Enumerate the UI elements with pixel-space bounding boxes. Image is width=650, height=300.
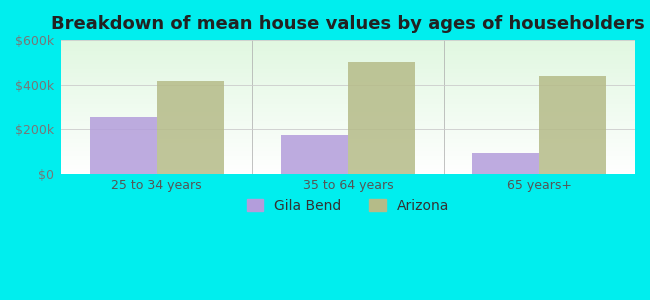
Bar bbox=[157, 81, 224, 174]
Bar bbox=[348, 62, 415, 174]
Bar bbox=[473, 153, 540, 174]
Bar bbox=[90, 117, 157, 174]
Legend: Gila Bend, Arizona: Gila Bend, Arizona bbox=[241, 193, 455, 218]
Bar bbox=[540, 76, 606, 174]
Bar bbox=[281, 135, 348, 174]
Title: Breakdown of mean house values by ages of householders: Breakdown of mean house values by ages o… bbox=[51, 15, 645, 33]
